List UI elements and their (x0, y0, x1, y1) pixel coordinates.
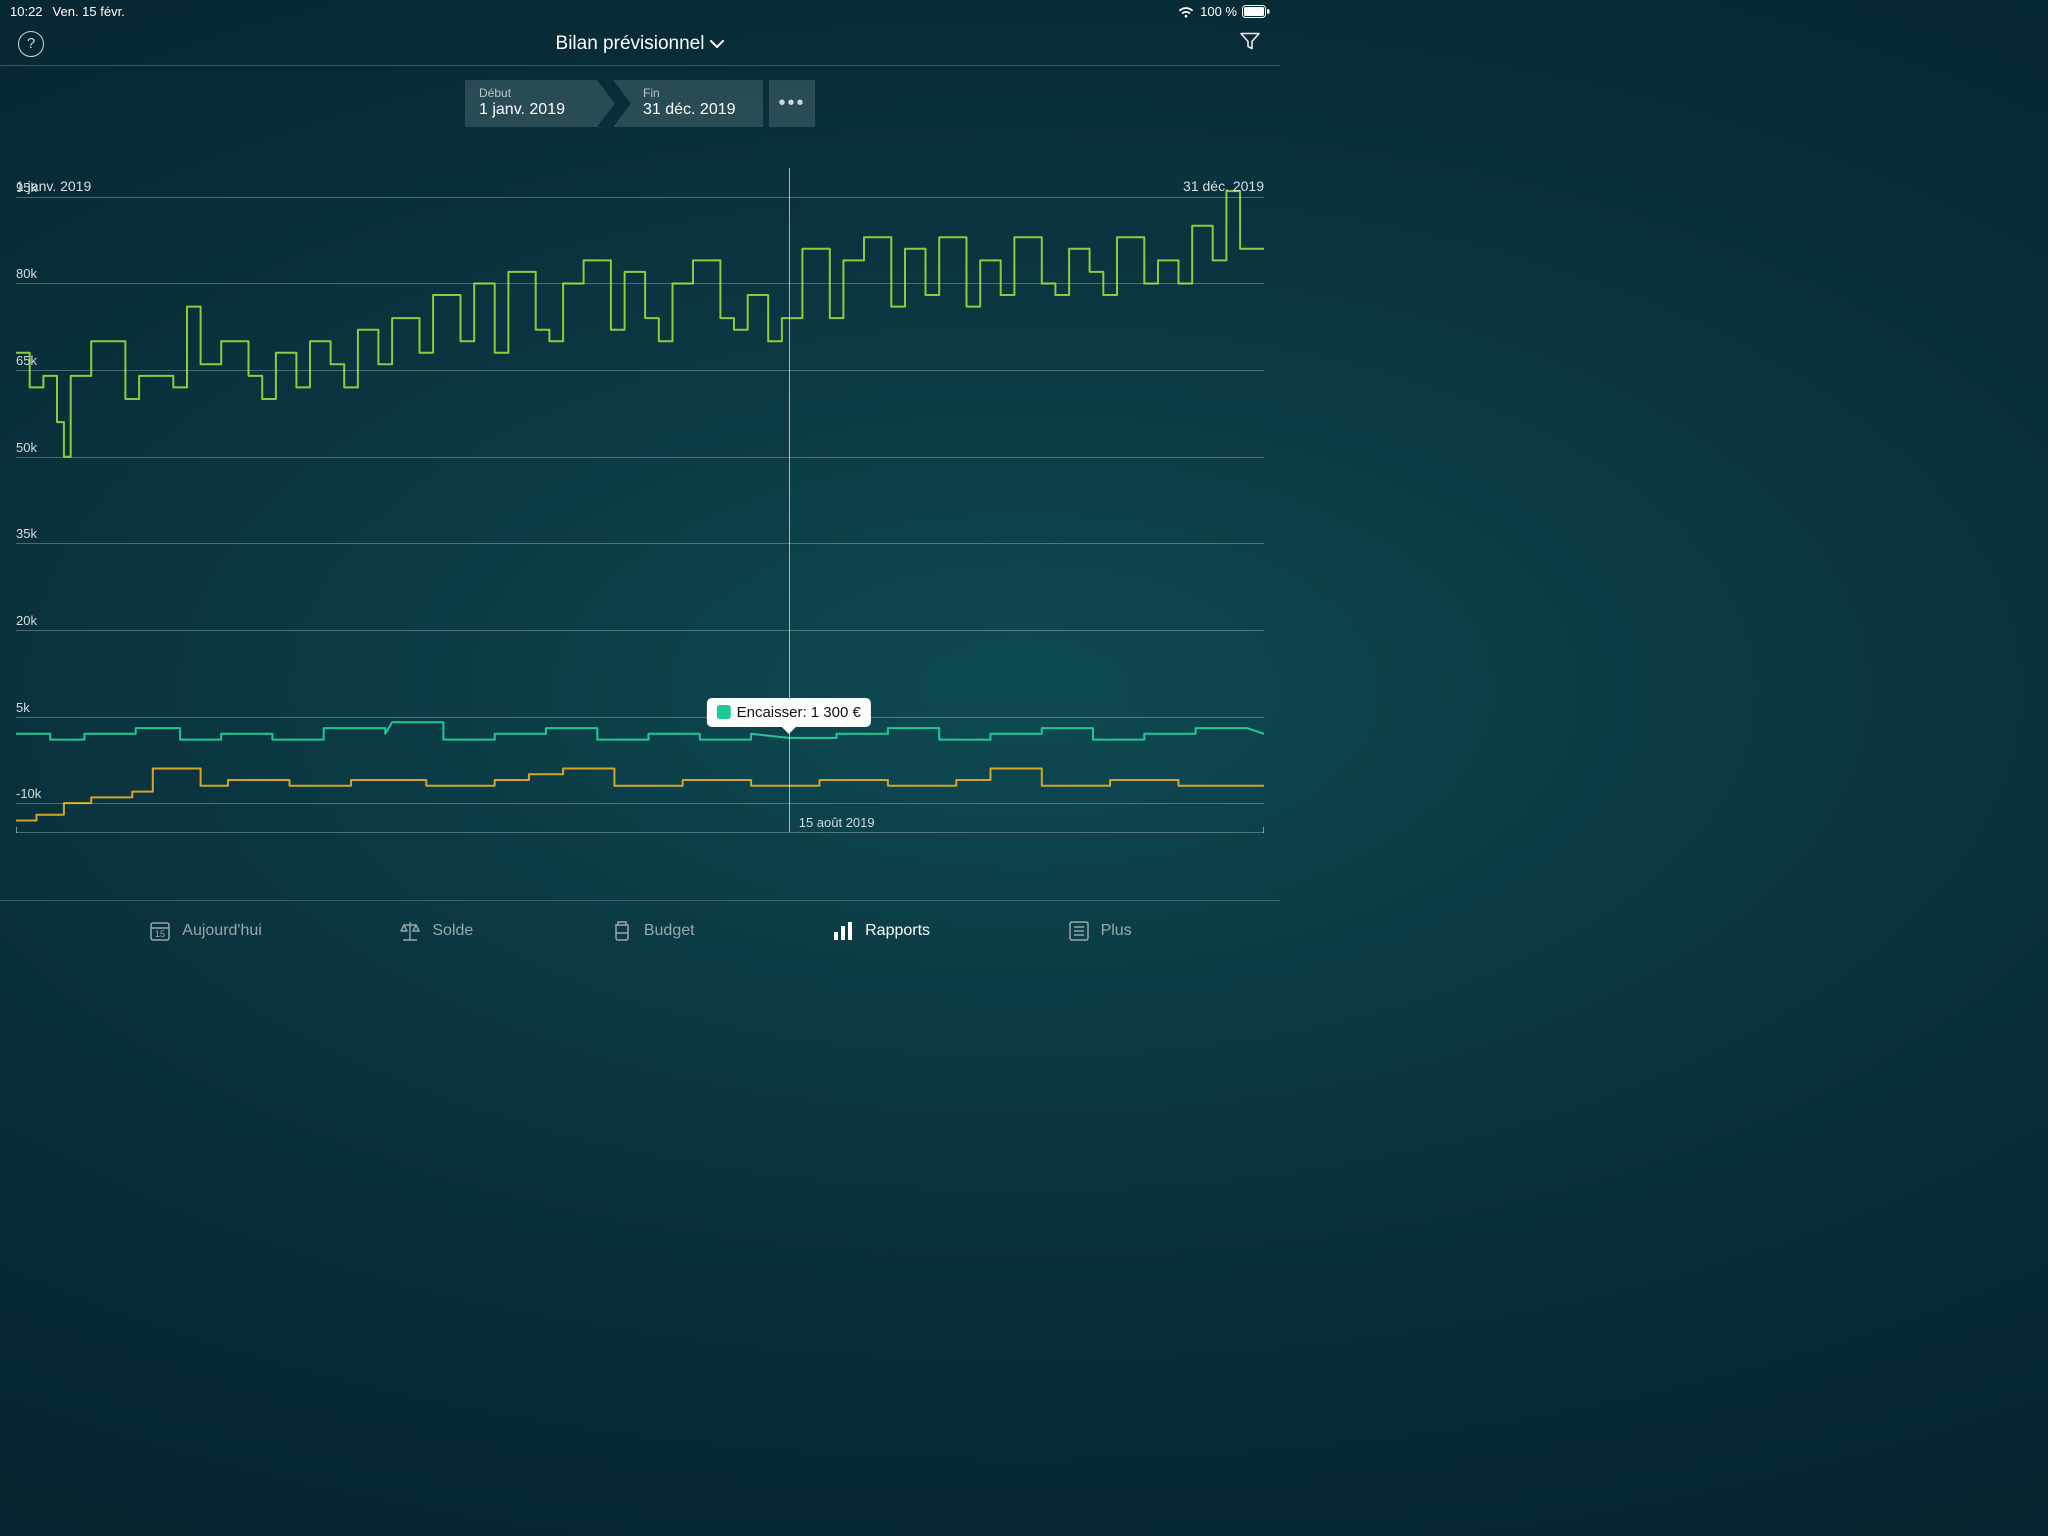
tab-label: Rapports (865, 922, 930, 940)
tooltip-label: Encaisser: 1 300 € (737, 704, 861, 721)
status-time: 10:22 (10, 4, 43, 19)
bar-chart-icon (831, 919, 855, 943)
chart[interactable]: 95k80k65k50k35k20k5k-10k 15 août 2019 En… (16, 168, 1264, 852)
chart-tooltip: Encaisser: 1 300 € (707, 698, 871, 727)
title-dropdown[interactable]: Bilan prévisionnel (556, 33, 725, 55)
date-start-value: 1 janv. 2019 (479, 101, 585, 119)
svg-text:15: 15 (155, 929, 165, 939)
tab-balance[interactable]: Solde (398, 919, 473, 943)
wifi-icon (1177, 5, 1195, 18)
x-axis (16, 832, 1264, 852)
tooltip-swatch (717, 705, 731, 719)
date-start-button[interactable]: Début 1 janv. 2019 (465, 80, 615, 127)
chevron-down-icon (710, 36, 724, 52)
tab-more[interactable]: Plus (1067, 919, 1132, 943)
status-date: Ven. 15 févr. (53, 4, 125, 19)
nav-bar: ? Bilan prévisionnel (0, 22, 1280, 66)
status-bar: 10:22 Ven. 15 févr. 100 % (0, 0, 1280, 22)
tab-label: Aujourd'hui (182, 922, 262, 940)
date-end-button[interactable]: Fin 31 déc. 2019 (613, 80, 763, 127)
date-end-label: Fin (643, 86, 749, 100)
calendar-icon: 15 (148, 919, 172, 943)
date-end-value: 31 déc. 2019 (643, 101, 749, 119)
tab-label: Budget (644, 922, 695, 940)
battery-percent: 100 % (1200, 4, 1237, 19)
tab-bar: 15 Aujourd'hui Solde Budget Rapports Plu… (0, 900, 1280, 960)
list-icon (1067, 919, 1091, 943)
tab-label: Plus (1101, 922, 1132, 940)
jar-icon (610, 919, 634, 943)
date-more-button[interactable]: ••• (769, 80, 815, 127)
x-end-label: 31 déc. 2019 (1183, 178, 1264, 876)
scale-icon (398, 919, 422, 943)
x-start-label: 1 janv. 2019 (16, 178, 91, 876)
tab-label: Solde (432, 922, 473, 940)
chart-plot[interactable]: 95k80k65k50k35k20k5k-10k 15 août 2019 En… (16, 168, 1264, 832)
date-start-label: Début (479, 86, 585, 100)
filter-button[interactable] (1238, 29, 1262, 58)
tab-budget[interactable]: Budget (610, 919, 695, 943)
cursor-date-label: 15 août 2019 (793, 815, 875, 830)
help-button[interactable]: ? (18, 31, 44, 57)
tab-today[interactable]: 15 Aujourd'hui (148, 919, 262, 943)
page-title: Bilan prévisionnel (556, 33, 705, 55)
date-range: Début 1 janv. 2019 Fin 31 déc. 2019 ••• (0, 80, 1280, 127)
battery-icon (1242, 5, 1270, 18)
tab-reports[interactable]: Rapports (831, 919, 930, 943)
